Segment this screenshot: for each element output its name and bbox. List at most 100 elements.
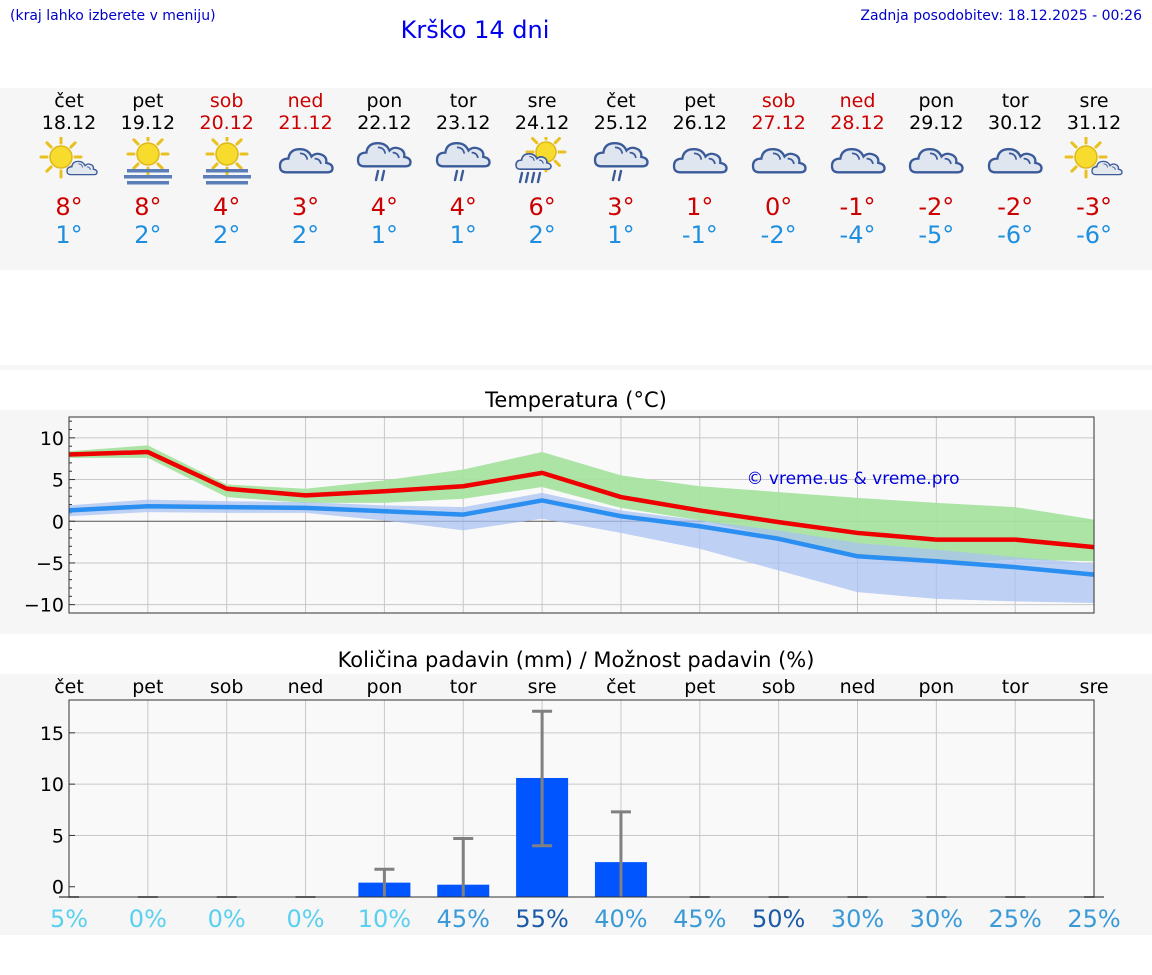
- cloudy-icon: [988, 148, 1043, 174]
- min-temperature: -4°: [839, 221, 876, 249]
- max-temperature: 4°: [370, 193, 399, 221]
- day-name: tor: [1001, 90, 1029, 112]
- min-temperature: 1°: [370, 221, 399, 249]
- min-temperature: 1°: [55, 221, 83, 249]
- cloud-shape: [672, 148, 728, 174]
- day-column: čet 25.12 3° 1°: [581, 88, 661, 249]
- precipitation-probability: 0%: [287, 905, 325, 933]
- y-tick-label: 0: [52, 877, 64, 899]
- day-column: sob 20.12 4° 2°: [187, 88, 267, 249]
- max-temperature: 6°: [528, 193, 556, 221]
- forecast-band: [0, 88, 1152, 270]
- precipitation-probability: 0%: [208, 905, 246, 933]
- day-name: čet: [54, 90, 84, 112]
- precipitation-error-bar: [374, 867, 395, 897]
- min-temperature-range-band: [69, 492, 1095, 603]
- cloud-shape: [357, 142, 413, 168]
- day-date: 27.12: [751, 112, 806, 134]
- day-column: pon 29.12 -2° -5°: [896, 88, 976, 249]
- cloud-shape: [830, 148, 886, 174]
- cloud-shape: [515, 153, 552, 170]
- y-tick-label: 10: [40, 428, 64, 450]
- last-updated: Zadnja posodobitev: 18.12.2025 - 00:26: [860, 8, 1142, 24]
- cloud-rain-icon: [357, 142, 413, 182]
- day-column: tor 23.12 4° 1°: [423, 88, 503, 249]
- day-column: čet 18.12 8° 1°: [29, 88, 109, 249]
- max-temperature: 8°: [134, 193, 162, 221]
- day-date: 31.12: [1066, 112, 1122, 134]
- day-column: pet 19.12 8° 2°: [108, 88, 188, 249]
- sun-rain-icon: [515, 137, 567, 184]
- day-date: 25.12: [593, 112, 649, 134]
- precipitation-probability: 55%: [515, 905, 568, 933]
- precip-day-label: pon: [918, 676, 954, 698]
- precipitation-probability: 45%: [673, 905, 726, 933]
- min-temperature: 2°: [528, 221, 556, 249]
- day-name: sre: [1079, 90, 1109, 112]
- fog-lines: [202, 169, 251, 185]
- cloud-shape: [751, 148, 807, 174]
- max-temperature: 8°: [55, 193, 83, 221]
- max-temperature: 4°: [213, 193, 241, 221]
- min-temperature: 2°: [213, 221, 241, 249]
- max-temperature: -1°: [839, 193, 876, 221]
- day-date: 28.12: [830, 112, 885, 134]
- watermark: © vreme.us & vreme.pro: [746, 469, 959, 489]
- precipitation-probability: 25%: [1067, 905, 1120, 933]
- day-date: 20.12: [199, 112, 254, 134]
- min-temperature: 2°: [134, 221, 162, 249]
- precipitation-chart-title: Količina padavin (mm) / Možnost padavin …: [337, 648, 815, 672]
- precipitation-probability: 10%: [358, 905, 411, 933]
- precip-day-label: čet: [606, 676, 636, 698]
- location-hint: (kraj lahko izberete v meniju): [10, 8, 216, 24]
- day-name: tor: [449, 90, 477, 112]
- day-column: pet 26.12 1° -1°: [660, 88, 740, 249]
- sun-cloud-icon: [39, 137, 98, 179]
- day-name: ned: [839, 90, 876, 112]
- day-date: 21.12: [278, 112, 333, 134]
- max-temperature-range-band: [69, 445, 1095, 564]
- day-date: 26.12: [672, 112, 727, 134]
- temperature-chart-title: Temperatura (°C): [485, 388, 667, 412]
- y-tick-label: 15: [40, 723, 64, 745]
- cloud-shape: [66, 160, 98, 176]
- day-name: sob: [209, 90, 244, 112]
- sun-shape: [1064, 137, 1108, 179]
- precipitation-probability: 25%: [989, 905, 1042, 933]
- day-name: pon: [366, 90, 403, 112]
- day-column: sre 31.12 -3° -6°: [1054, 88, 1134, 249]
- cloud-shape: [593, 142, 649, 168]
- precip-day-label: tor: [1002, 676, 1029, 698]
- max-temperature: 3°: [291, 193, 320, 221]
- rain-drops: [611, 169, 623, 182]
- max-temperature: 4°: [449, 193, 477, 221]
- precip-day-label: sre: [528, 676, 557, 698]
- cloud-shape: [1091, 160, 1123, 176]
- plot-frame: [68, 416, 1095, 614]
- precip-day-label: pon: [367, 676, 403, 698]
- y-tick-label: 5: [52, 825, 64, 847]
- max-temperature: 3°: [607, 193, 635, 221]
- precipitation-probability: 30%: [910, 905, 963, 933]
- min-temperature-line: [68, 498, 1095, 577]
- precipitation-error-bar: [453, 837, 474, 897]
- precip-day-label: sre: [1080, 676, 1109, 698]
- day-column: sob 27.12 0° -2°: [739, 88, 819, 249]
- day-date: 29.12: [909, 112, 964, 134]
- day-date: 22.12: [357, 112, 412, 134]
- sun-fog-icon: [202, 137, 251, 185]
- y-tick-label: −10: [24, 595, 64, 617]
- min-temperature: -5°: [918, 221, 955, 249]
- cloud-shape: [436, 142, 491, 168]
- min-temperature: 1°: [607, 221, 635, 249]
- sun-shape: [126, 137, 170, 176]
- precipitation-probability: 50%: [752, 905, 805, 933]
- max-temperature: -2°: [997, 193, 1034, 221]
- min-temperature: 2°: [291, 221, 320, 249]
- sun-cloud-icon: [1064, 137, 1123, 179]
- precipitation-probability: 0%: [129, 905, 167, 933]
- cloudy-icon: [751, 148, 807, 174]
- max-temperature-line: [68, 449, 1095, 550]
- cloud-shape: [988, 148, 1043, 174]
- min-temperature: -6°: [1076, 221, 1113, 249]
